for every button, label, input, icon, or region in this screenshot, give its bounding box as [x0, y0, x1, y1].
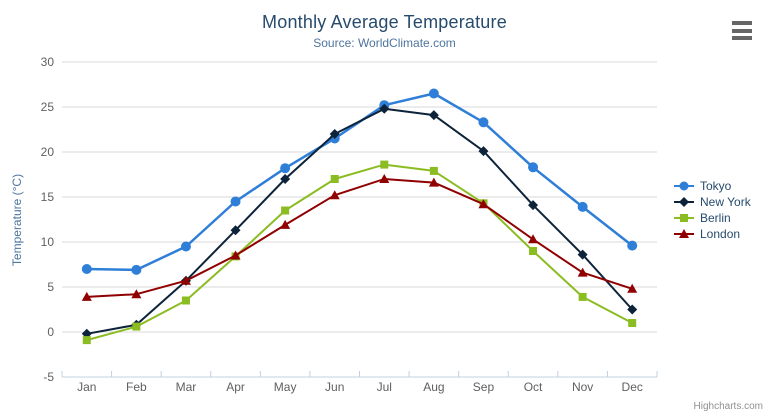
- series-marker[interactable]: [330, 175, 339, 183]
- square-legend-icon: [674, 214, 694, 222]
- series-marker[interactable]: [429, 166, 438, 175]
- series-marker[interactable]: [131, 264, 142, 275]
- series-marker[interactable]: [529, 247, 538, 255]
- y-axis-label: -5: [43, 370, 54, 384]
- y-axis-label: 15: [41, 190, 55, 204]
- series-london: [81, 174, 638, 301]
- legend-item-tokyo[interactable]: Tokyo: [674, 178, 751, 194]
- series-new-york: [81, 103, 638, 339]
- series-marker[interactable]: [329, 190, 340, 200]
- circle-legend-icon: [674, 181, 694, 191]
- x-axis-label: Jul: [377, 380, 392, 394]
- x-axis-label: Oct: [524, 380, 543, 394]
- y-axis-label: 0: [47, 325, 54, 339]
- legend-label: London: [700, 227, 741, 241]
- series-marker[interactable]: [230, 250, 241, 260]
- series-marker[interactable]: [180, 275, 191, 285]
- y-axis-label: 5: [47, 280, 54, 294]
- x-axis-label: Jun: [325, 380, 344, 394]
- chart-title: Monthly Average Temperature: [262, 12, 507, 32]
- legend-item-london[interactable]: London: [674, 226, 751, 242]
- series-marker[interactable]: [528, 200, 539, 211]
- series-marker[interactable]: [577, 249, 588, 260]
- series-marker[interactable]: [578, 292, 587, 301]
- series-marker[interactable]: [230, 225, 241, 236]
- series-marker[interactable]: [680, 214, 688, 222]
- series-marker[interactable]: [679, 229, 689, 238]
- series-marker[interactable]: [577, 201, 588, 212]
- x-axis-label: Aug: [423, 380, 444, 394]
- series-marker[interactable]: [428, 177, 439, 187]
- chart-subtitle: Source: WorldClimate.com: [313, 36, 456, 50]
- y-axis-label: 20: [41, 145, 55, 159]
- series-marker[interactable]: [679, 197, 689, 207]
- series-marker[interactable]: [627, 304, 638, 315]
- y-axis-label: 10: [41, 235, 55, 249]
- series-marker[interactable]: [280, 219, 291, 229]
- series-marker[interactable]: [280, 174, 291, 184]
- series-marker[interactable]: [379, 103, 390, 114]
- series-marker[interactable]: [428, 88, 439, 99]
- series-marker[interactable]: [281, 206, 290, 215]
- series-marker[interactable]: [380, 160, 389, 169]
- series-marker[interactable]: [180, 241, 191, 252]
- series-marker[interactable]: [628, 319, 637, 327]
- x-axis-label: Feb: [126, 380, 147, 394]
- series-marker[interactable]: [230, 196, 241, 207]
- series-marker[interactable]: [478, 146, 489, 157]
- series-marker[interactable]: [428, 110, 439, 121]
- series-tokyo: [81, 88, 638, 275]
- diamond-legend-icon: [674, 197, 694, 207]
- series-marker[interactable]: [627, 283, 638, 293]
- x-axis-label: Apr: [226, 380, 245, 394]
- x-axis-label: May: [274, 380, 297, 394]
- series-marker[interactable]: [528, 234, 539, 244]
- y-axis-title: Temperature (°C): [10, 173, 24, 267]
- series-marker[interactable]: [478, 199, 489, 209]
- legend-label: Tokyo: [700, 179, 732, 193]
- series-marker[interactable]: [132, 322, 141, 331]
- series-marker[interactable]: [82, 336, 91, 345]
- series-marker[interactable]: [627, 240, 638, 251]
- series-marker[interactable]: [81, 264, 92, 274]
- series-marker[interactable]: [577, 267, 588, 277]
- y-axis-label: 30: [41, 55, 55, 69]
- series-line: [85, 163, 634, 342]
- series-marker[interactable]: [131, 289, 142, 299]
- series-marker[interactable]: [181, 296, 190, 305]
- series-line: [85, 178, 634, 298]
- legend-item-berlin[interactable]: Berlin: [674, 210, 751, 226]
- legend-label: New York: [700, 195, 751, 209]
- highcharts-credit[interactable]: Highcharts.com: [693, 401, 763, 412]
- x-axis-label: Sep: [473, 380, 495, 394]
- x-axis-label: Nov: [572, 380, 593, 394]
- context-menu-button[interactable]: [732, 21, 752, 40]
- x-axis-label: Dec: [622, 380, 643, 394]
- legend: Tokyo New York Berlin London: [674, 178, 751, 242]
- series-line: [85, 92, 634, 272]
- y-axis-label: 25: [41, 100, 55, 114]
- legend-label: Berlin: [700, 211, 731, 225]
- legend-item-new-york[interactable]: New York: [674, 194, 751, 210]
- x-axis-label: Jan: [77, 380, 96, 394]
- series-marker[interactable]: [528, 162, 539, 173]
- series-marker[interactable]: [329, 129, 340, 139]
- triangle-legend-icon: [674, 229, 694, 238]
- series-marker[interactable]: [379, 174, 390, 183]
- series-marker[interactable]: [280, 163, 291, 174]
- series-line: [85, 107, 634, 335]
- x-axis-label: Mar: [176, 380, 197, 394]
- series-marker[interactable]: [81, 291, 92, 301]
- series-marker[interactable]: [478, 117, 489, 128]
- series-marker[interactable]: [679, 181, 689, 191]
